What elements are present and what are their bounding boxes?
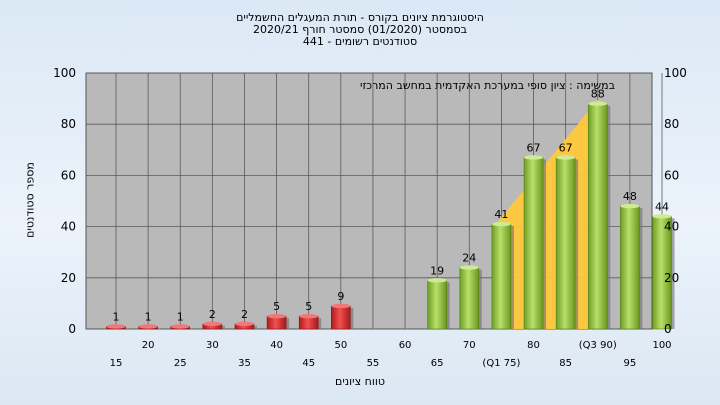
bar xyxy=(555,157,576,330)
y-tick-label-right: 80 xyxy=(664,117,679,131)
bar-value-label: 5 xyxy=(273,300,280,313)
bar xyxy=(587,103,608,330)
y-tick-label-right: 40 xyxy=(664,220,679,234)
quartile-band xyxy=(491,99,608,329)
bar-top-cap xyxy=(652,214,672,219)
x-tick-label: 85 xyxy=(559,358,572,369)
bar-value-label: 24 xyxy=(462,252,476,265)
bar-top-cap xyxy=(427,278,447,283)
y-tick-label-right: 20 xyxy=(664,271,679,285)
x-tick-label: 45 xyxy=(302,358,315,369)
x-tick-label: 40 xyxy=(270,340,283,351)
chart-annotation: במשימה : ציון סופי במערכת האקדמית במחשב … xyxy=(360,79,615,92)
x-tick-label: (Q3 90) xyxy=(579,340,617,351)
bar-value-label: 5 xyxy=(305,300,312,313)
x-tick-label: 30 xyxy=(206,340,219,351)
x-tick-label: 100 xyxy=(652,340,671,351)
bar-top-cap xyxy=(491,221,511,227)
y-tick-label-left: 60 xyxy=(61,168,76,182)
bar-top-cap xyxy=(620,203,640,209)
bar xyxy=(491,223,512,330)
y-axis-label: מספר סטודנטים xyxy=(23,162,37,238)
bar-value-label: 88 xyxy=(591,88,605,101)
bar xyxy=(620,205,640,330)
bar-value-label: 48 xyxy=(623,190,637,203)
bar-top-cap xyxy=(588,101,608,106)
bar xyxy=(331,305,351,330)
bar xyxy=(459,267,480,330)
chart-title: היסטוגרמת ציונים בקורס - תורת המעגלים הח… xyxy=(236,11,484,24)
bar-top-cap xyxy=(299,314,319,319)
bar-value-label: 2 xyxy=(241,308,248,321)
bar-top-cap xyxy=(138,324,158,329)
x-tick-label: 50 xyxy=(334,340,347,351)
x-tick-label: 55 xyxy=(367,358,380,369)
bar-value-label: 67 xyxy=(559,141,573,154)
bar xyxy=(523,157,544,330)
x-tick-label: 65 xyxy=(431,358,444,369)
x-tick-label: 70 xyxy=(463,340,476,351)
bar-top-cap xyxy=(170,324,190,329)
bar-top-cap xyxy=(202,321,222,327)
y-tick-label-right: 60 xyxy=(664,168,679,182)
chart-subtitle-1: בסמסטר (01/2020) סמסטר חורף 2020/21 xyxy=(253,23,467,36)
y-tick-label-left: 20 xyxy=(61,271,76,285)
x-tick-label: (Q1 75) xyxy=(482,358,520,369)
bar-value-label: 2 xyxy=(209,308,216,321)
y-tick-label-left: 100 xyxy=(53,66,76,80)
bar-top-cap xyxy=(459,265,479,270)
bar xyxy=(427,280,447,330)
bar-value-label: 44 xyxy=(655,200,669,213)
x-tick-label: 35 xyxy=(238,358,251,369)
bar-value-label: 19 xyxy=(430,264,444,277)
y-tick-label-right: 100 xyxy=(664,66,687,80)
bar-value-label: 9 xyxy=(337,290,344,303)
bar-top-cap xyxy=(556,155,576,160)
bar-value-label: 1 xyxy=(145,310,152,323)
bar-value-label: 67 xyxy=(527,141,541,154)
x-tick-label: 95 xyxy=(624,358,637,369)
bar-value-label: 41 xyxy=(494,208,508,221)
bar-top-cap xyxy=(331,303,351,309)
y-tick-label-right: 0 xyxy=(664,322,672,336)
bar-value-label: 1 xyxy=(113,310,120,323)
y-tick-label-left: 0 xyxy=(68,322,76,336)
x-tick-label: 20 xyxy=(142,340,155,351)
x-tick-label: 25 xyxy=(174,358,187,369)
x-tick-label: 80 xyxy=(527,340,540,351)
bar-top-cap xyxy=(234,321,254,327)
x-tick-label: 15 xyxy=(110,358,123,369)
y-tick-label-left: 80 xyxy=(61,117,76,131)
chart-subtitle-2: סטודנטים רשומים - 441 xyxy=(302,35,418,48)
bar-top-cap xyxy=(106,324,126,329)
x-tick-label: 60 xyxy=(399,340,412,351)
bar-value-label: 1 xyxy=(177,310,184,323)
x-axis-label: טווח ציונים xyxy=(335,375,385,388)
y-tick-label-left: 40 xyxy=(61,220,76,234)
bar-top-cap xyxy=(524,155,544,160)
bar-top-cap xyxy=(267,314,287,319)
